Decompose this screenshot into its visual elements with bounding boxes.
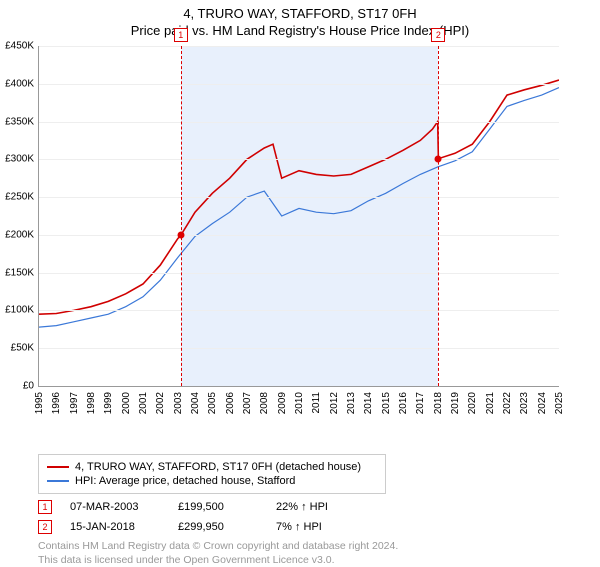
y-tick-label: £350K xyxy=(5,116,34,127)
x-axis-labels: 1995199619971998199920002001200220032004… xyxy=(38,386,558,426)
x-tick-label: 2007 xyxy=(242,392,253,414)
transaction-list: 107-MAR-2003£199,50022% ↑ HPI 215-JAN-201… xyxy=(38,500,600,534)
price-dot-1 xyxy=(177,232,184,239)
y-tick-label: £300K xyxy=(5,154,34,165)
y-tick-label: £200K xyxy=(5,229,34,240)
x-tick-label: 2001 xyxy=(138,392,149,414)
legend: 4, TRURO WAY, STAFFORD, ST17 0FH (detach… xyxy=(38,454,386,494)
y-tick-label: £400K xyxy=(5,78,34,89)
x-tick-label: 2019 xyxy=(450,392,461,414)
page-title: 4, TRURO WAY, STAFFORD, ST17 0FH xyxy=(0,6,600,21)
chart-marker-1: 1 xyxy=(174,28,188,42)
x-tick-label: 1996 xyxy=(51,392,62,414)
y-tick-label: £450K xyxy=(5,41,34,52)
x-tick-label: 2017 xyxy=(415,392,426,414)
x-tick-label: 2024 xyxy=(537,392,548,414)
x-tick-label: 2014 xyxy=(363,392,374,414)
legend-item: 4, TRURO WAY, STAFFORD, ST17 0FH (detach… xyxy=(47,461,377,473)
x-tick-label: 1999 xyxy=(103,392,114,414)
x-tick-label: 2011 xyxy=(311,392,322,414)
x-tick-label: 2012 xyxy=(329,392,340,414)
x-tick-label: 2015 xyxy=(381,392,392,414)
x-tick-label: 2010 xyxy=(294,392,305,414)
x-tick-label: 2020 xyxy=(467,392,478,414)
x-tick-label: 2000 xyxy=(121,392,132,414)
x-tick-label: 1998 xyxy=(86,392,97,414)
x-tick-label: 1997 xyxy=(69,392,80,414)
x-tick-label: 2013 xyxy=(346,392,357,414)
x-tick-label: 2016 xyxy=(398,392,409,414)
x-tick-label: 2009 xyxy=(277,392,288,414)
legend-item: HPI: Average price, detached house, Staf… xyxy=(47,475,377,487)
price-dot-2 xyxy=(435,156,442,163)
y-tick-label: £0 xyxy=(23,381,34,392)
y-tick-label: £150K xyxy=(5,267,34,278)
x-tick-label: 2025 xyxy=(554,392,565,414)
x-tick-label: 2022 xyxy=(502,392,513,414)
x-tick-label: 2005 xyxy=(207,392,218,414)
x-tick-label: 2004 xyxy=(190,392,201,414)
page-subtitle: Price paid vs. HM Land Registry's House … xyxy=(0,23,600,38)
transaction-row: 107-MAR-2003£199,50022% ↑ HPI xyxy=(38,500,600,514)
footer-line2: This data is licensed under the Open Gov… xyxy=(38,554,600,567)
y-tick-label: £100K xyxy=(5,305,34,316)
chart-lines xyxy=(39,46,559,386)
x-tick-label: 2003 xyxy=(173,392,184,414)
x-tick-label: 2006 xyxy=(225,392,236,414)
y-axis-labels: £0 £50K £100K £150K £200K £250K £300K £350K £400… xyxy=(0,46,36,406)
transaction-row: 215-JAN-2018£299,9507% ↑ HPI xyxy=(38,520,600,534)
footer: Contains HM Land Registry data © Crown c… xyxy=(38,540,600,567)
y-tick-label: £50K xyxy=(11,343,34,354)
plot-area: 12 xyxy=(38,46,559,387)
x-tick-label: 2002 xyxy=(155,392,166,414)
y-tick-label: £250K xyxy=(5,192,34,203)
x-tick-label: 2008 xyxy=(259,392,270,414)
x-tick-label: 2021 xyxy=(485,392,496,414)
chart: £0£50K£100K£150K£200K£250K£300K£350K£400… xyxy=(36,46,596,406)
x-tick-label: 1995 xyxy=(34,392,45,414)
x-tick-label: 2018 xyxy=(433,392,444,414)
chart-marker-2: 2 xyxy=(431,28,445,42)
footer-line1: Contains HM Land Registry data © Crown c… xyxy=(38,540,600,554)
x-tick-label: 2023 xyxy=(519,392,530,414)
